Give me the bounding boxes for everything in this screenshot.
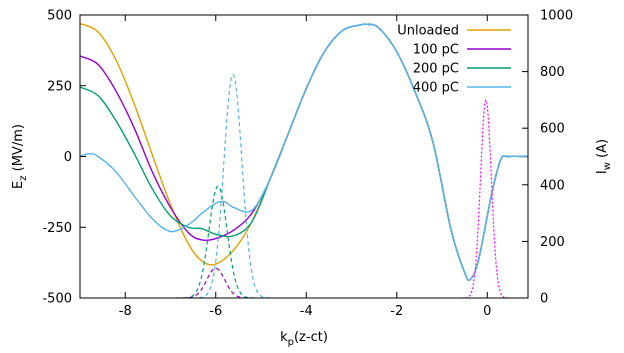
legend-label: 100 pC [413,43,459,58]
series-line-400-pc [80,23,528,282]
y-tick-label-right: 1000 [540,9,573,24]
ticks: -8 -6 -4 -2 0 -500 -250 0 250 500 0 200 400 600 800 100… [42,9,573,320]
plot-frame [79,14,529,299]
series-line-100-pc [80,23,528,282]
x-axis-label: kp(z-ct) [280,330,328,348]
y-tick-label-left: 500 [47,9,72,24]
legend-label: Unloaded [397,24,459,39]
x-tick-label: -8 [119,304,132,319]
plot-lines [80,22,528,298]
y-axis-label-right: Iw (A) [595,139,613,174]
y-tick-label-right: 800 [540,65,565,80]
x-tick-label: -6 [209,304,222,319]
current-profile-line-7 [461,99,511,298]
y-tick-label-left: -500 [42,292,72,307]
y-tick-label-left: -250 [42,221,72,236]
y-tick-label-right: 0 [540,292,548,307]
legend: Unloaded 100 pC 200 pC 400 pC [397,24,511,96]
y-tick-label-left: 0 [64,150,72,165]
x-tick-label: -2 [390,304,403,319]
y-tick-label-right: 600 [540,122,565,137]
legend-label: 200 pC [413,62,459,77]
y-axis-label-left: Ez (MV/m) [11,124,29,189]
current-profile-line-5 [177,185,259,298]
y-tick-label-left: 250 [47,79,72,94]
x-tick-label: -4 [300,304,313,319]
legend-label: 400 pC [413,81,459,96]
series-line-200-pc [80,23,528,282]
series-line-unloaded [80,22,528,282]
x-tick-label: 0 [483,304,491,319]
y-tick-label-right: 200 [540,235,565,250]
y-tick-label-right: 400 [540,178,565,193]
current-profile-line-6 [192,73,274,298]
